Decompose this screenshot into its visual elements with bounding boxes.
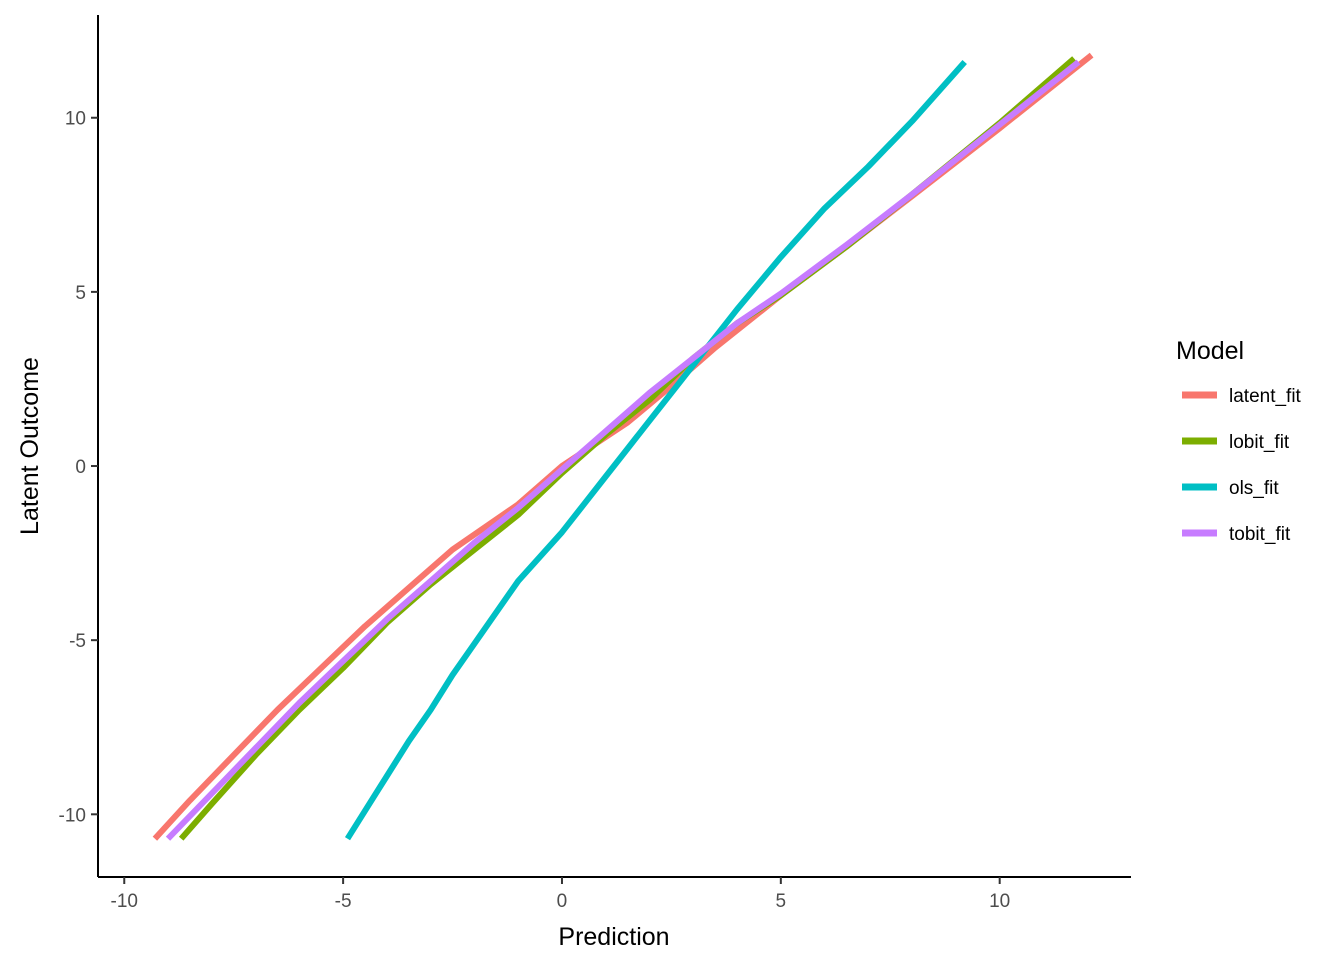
x-axis-ticks: -10 -5 0 5 10 bbox=[111, 877, 1010, 912]
x-axis-title: Prediction bbox=[558, 923, 669, 951]
legend-label: latent_fit bbox=[1229, 386, 1302, 407]
y-tick-label: -10 bbox=[59, 805, 86, 826]
series-line-tobit_fit bbox=[165, 59, 1081, 841]
axes bbox=[97, 15, 1131, 878]
y-tick-label: 5 bbox=[75, 283, 86, 304]
legend-item-lobit_fit: lobit_fit bbox=[1182, 432, 1290, 453]
legend-label: ols_fit bbox=[1229, 478, 1279, 499]
y-tick-label: -5 bbox=[69, 631, 86, 652]
legend-item-tobit_fit: tobit_fit bbox=[1182, 524, 1291, 545]
x-tick-label: 5 bbox=[776, 891, 787, 912]
y-axis-title: Latent Outcome bbox=[16, 357, 44, 535]
x-tick-label: 0 bbox=[557, 891, 568, 912]
legend-title: Model bbox=[1176, 337, 1244, 365]
plot-area bbox=[152, 52, 1094, 841]
y-axis-ticks: -10 -5 0 5 10 bbox=[59, 109, 98, 826]
legend-label: lobit_fit bbox=[1229, 432, 1290, 453]
series-line-ols_fit bbox=[344, 60, 967, 841]
legend-label: tobit_fit bbox=[1229, 524, 1291, 545]
y-tick-label: 0 bbox=[75, 457, 86, 478]
x-tick-label: -5 bbox=[335, 891, 352, 912]
legend-items: latent_fit lobit_fit ols_fit tobit_fit bbox=[1182, 386, 1302, 545]
legend-item-latent_fit: latent_fit bbox=[1182, 386, 1302, 407]
y-tick-label: 10 bbox=[65, 109, 86, 130]
x-tick-label: 10 bbox=[989, 891, 1010, 912]
legend-item-ols_fit: ols_fit bbox=[1182, 478, 1279, 499]
legend: Model latent_fit lobit_fit ols_fit tobit_fi… bbox=[1176, 337, 1302, 545]
series-line-latent_fit bbox=[152, 52, 1094, 841]
x-tick-label: -10 bbox=[111, 891, 138, 912]
